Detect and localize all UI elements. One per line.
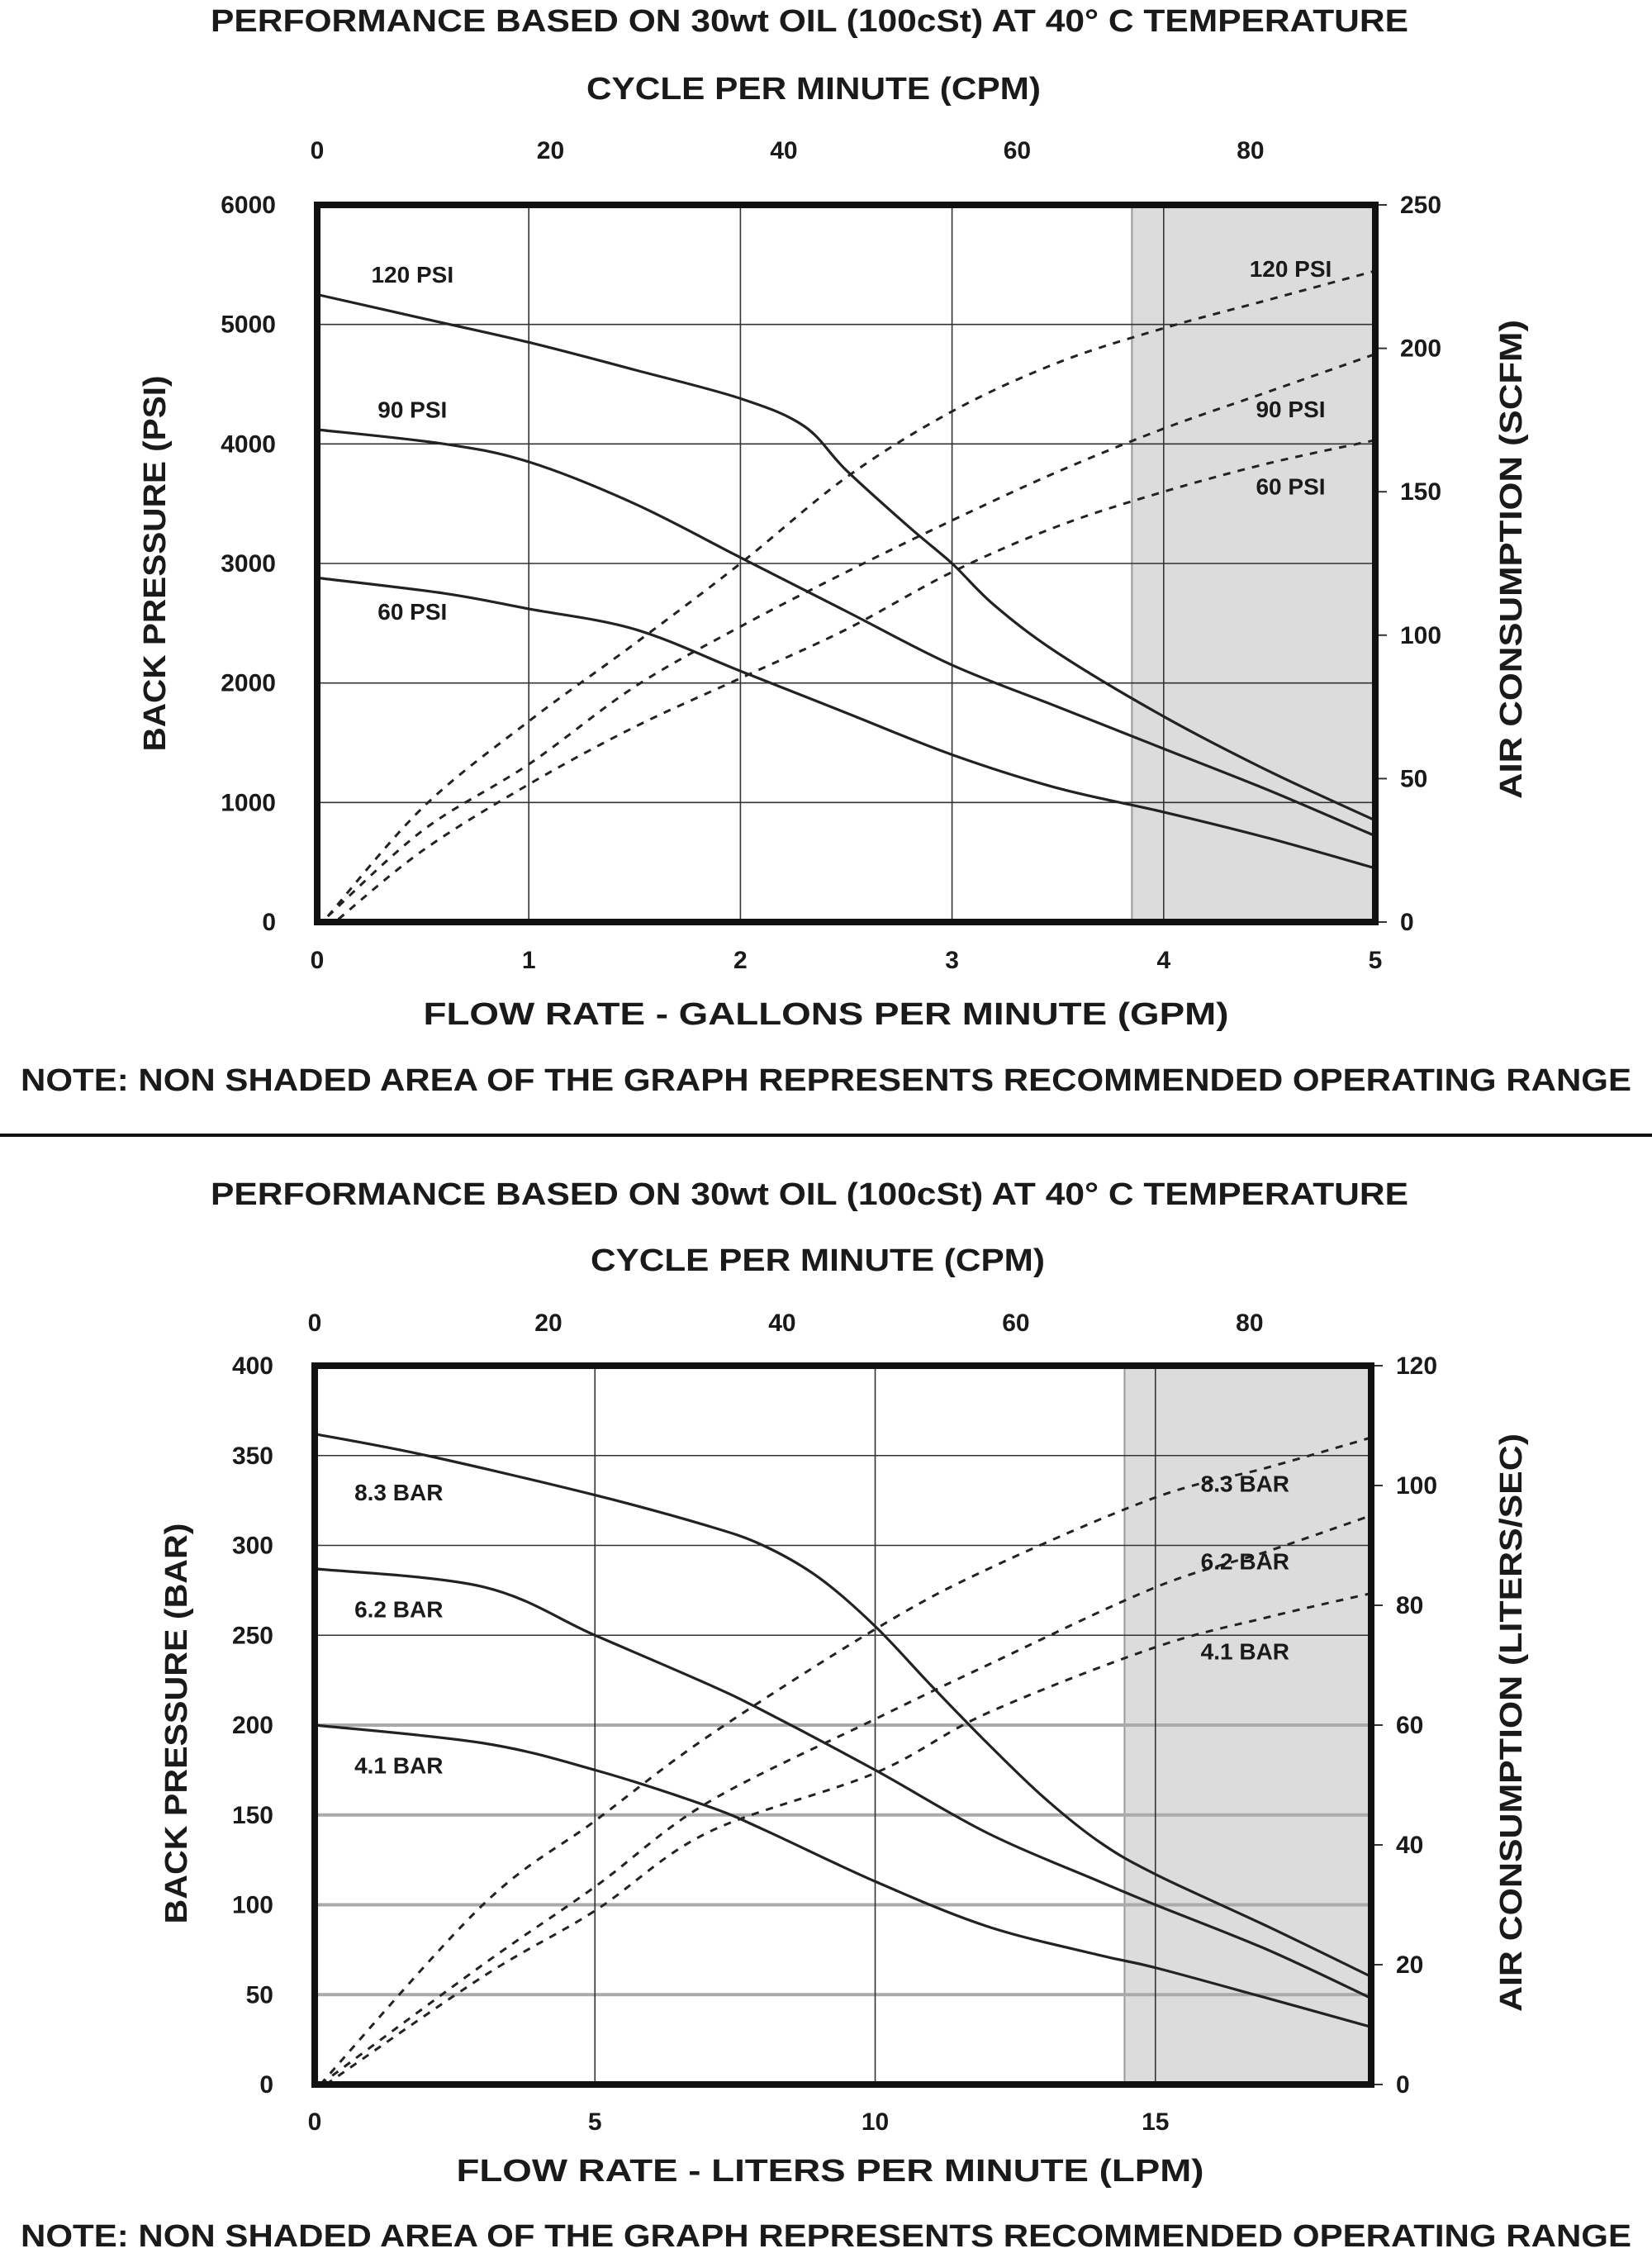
y-axis-label: BACK PRESSURE (PSI)	[138, 376, 173, 752]
y2-axis-label: AIR CONSUMPTION (LITERS/SEC)	[1494, 1433, 1529, 2012]
pressure-curve-label: 60 PSI	[377, 599, 447, 625]
x-tick-label: 2	[733, 947, 748, 974]
top-tick-label: 20	[537, 137, 564, 164]
y2-tick-label: 60	[1396, 1712, 1423, 1739]
pressure-curve-label: 120 PSI	[371, 262, 453, 288]
y2-tick-label: 120	[1396, 1352, 1437, 1380]
y-tick-label: 350	[232, 1443, 273, 1470]
air-curve-label: 120 PSI	[1250, 256, 1332, 282]
air-curve-label: 8.3 BAR	[1201, 1471, 1289, 1496]
y2-tick-label: 80	[1396, 1592, 1423, 1619]
top-axis-label: CYCLE PER MINUTE (CPM)	[586, 72, 1041, 107]
pressure-curve-120-psi	[316, 292, 1376, 822]
y-tick-label: 300	[232, 1533, 273, 1560]
y2-axis-label: AIR CONSUMPTION (SCFM)	[1494, 320, 1529, 799]
operating-range-note: NOTE: NON SHADED AREA OF THE GRAPH REPRE…	[21, 2219, 1631, 2254]
air-consumption-curve-60-psi	[337, 439, 1376, 920]
y2-tick-label: 50	[1400, 765, 1427, 792]
chart-title: PERFORMANCE BASED ON 30wt OIL (100cSt) A…	[211, 4, 1408, 39]
pressure-curve-label: 4.1 BAR	[354, 1753, 443, 1779]
air-curve-label: 4.1 BAR	[1201, 1638, 1289, 1664]
pressure-curve-8-3-bar	[314, 1433, 1372, 1978]
pressure-curve-4-1-bar	[314, 1723, 1372, 2028]
y2-tick-label: 150	[1400, 478, 1441, 506]
pressure-curve-label: 90 PSI	[377, 397, 447, 423]
chart-lpm-bar: PERFORMANCE BASED ON 30wt OIL (100cSt) A…	[21, 1177, 1631, 2254]
y2-tick-label: 250	[1400, 192, 1441, 219]
top-tick-label: 60	[1004, 137, 1031, 164]
y2-tick-label: 100	[1400, 622, 1441, 649]
y2-tick-label: 200	[1400, 335, 1441, 363]
plot-frame	[314, 202, 1379, 925]
chart-title: PERFORMANCE BASED ON 30wt OIL (100cSt) A…	[211, 1177, 1408, 1212]
y-tick-label: 3000	[221, 550, 276, 578]
y-tick-label: 200	[232, 1712, 273, 1739]
air-consumption-curve-90-psi	[326, 353, 1376, 918]
y2-tick-label: 40	[1396, 1832, 1423, 1859]
air-consumption-curve-6-2-bar	[319, 1514, 1372, 2086]
y-tick-label: 250	[232, 1622, 273, 1649]
plot-frame	[311, 1362, 1374, 2088]
x-tick-label: 5	[588, 2108, 602, 2136]
air-curve-label: 60 PSI	[1256, 474, 1325, 500]
y-tick-label: 0	[259, 2071, 273, 2099]
pressure-curve-60-psi	[316, 576, 1376, 870]
x-axis-label: FLOW RATE - LITERS PER MINUTE (LPM)	[457, 2154, 1204, 2189]
top-tick-label: 40	[768, 1310, 795, 1337]
y-tick-label: 1000	[221, 789, 276, 816]
x-tick-label: 3	[945, 947, 959, 974]
x-tick-label: 1	[522, 947, 536, 974]
top-tick-label: 40	[770, 137, 797, 164]
y-axis-label: BACK PRESSURE (BAR)	[159, 1524, 194, 1924]
y-tick-label: 400	[232, 1352, 273, 1380]
top-tick-label: 0	[308, 1310, 322, 1337]
air-consumption-curve-8-3-bar	[319, 1436, 1372, 2086]
air-consumption-curve-120-psi	[326, 269, 1376, 918]
top-tick-label: 20	[534, 1310, 562, 1337]
pressure-curve-label: 6.2 BAR	[354, 1597, 443, 1623]
pressure-curve-90-psi	[316, 428, 1376, 838]
x-tick-label: 0	[311, 947, 325, 974]
y-tick-label: 50	[246, 1981, 273, 2008]
top-tick-label: 0	[311, 137, 325, 164]
x-tick-label: 0	[308, 2108, 322, 2136]
air-consumption-curve-4-1-bar	[325, 1592, 1372, 2086]
y-tick-label: 150	[232, 1802, 273, 1829]
top-tick-label: 80	[1236, 1310, 1263, 1337]
x-tick-label: 4	[1156, 947, 1170, 974]
operating-range-note: NOTE: NON SHADED AREA OF THE GRAPH REPRE…	[21, 1063, 1631, 1098]
x-axis-label: FLOW RATE - GALLONS PER MINUTE (GPM)	[424, 997, 1229, 1032]
y-tick-label: 5000	[221, 311, 276, 339]
y-tick-label: 6000	[221, 192, 276, 219]
y2-tick-label: 100	[1396, 1472, 1437, 1500]
pressure-curve-6-2-bar	[314, 1567, 1372, 2000]
top-tick-label: 60	[1002, 1310, 1029, 1337]
y2-tick-label: 20	[1396, 1951, 1423, 1979]
x-tick-label: 15	[1142, 2108, 1169, 2136]
pressure-curve-label: 8.3 BAR	[354, 1480, 443, 1505]
y2-tick-label: 0	[1396, 2071, 1410, 2099]
y2-tick-label: 0	[1400, 909, 1414, 936]
x-tick-label: 10	[862, 2108, 889, 2136]
y-tick-label: 100	[232, 1892, 273, 1919]
y-tick-label: 0	[262, 909, 276, 936]
top-axis-label: CYCLE PER MINUTE (CPM)	[591, 1243, 1045, 1278]
air-curve-label: 6.2 BAR	[1201, 1549, 1289, 1575]
air-curve-label: 90 PSI	[1256, 397, 1325, 422]
y-tick-label: 2000	[221, 670, 276, 697]
y-tick-label: 4000	[221, 430, 276, 458]
chart-gpm-psi: PERFORMANCE BASED ON 30wt OIL (100cSt) A…	[21, 4, 1631, 1098]
x-tick-label: 5	[1369, 947, 1383, 974]
top-tick-label: 80	[1237, 137, 1264, 164]
